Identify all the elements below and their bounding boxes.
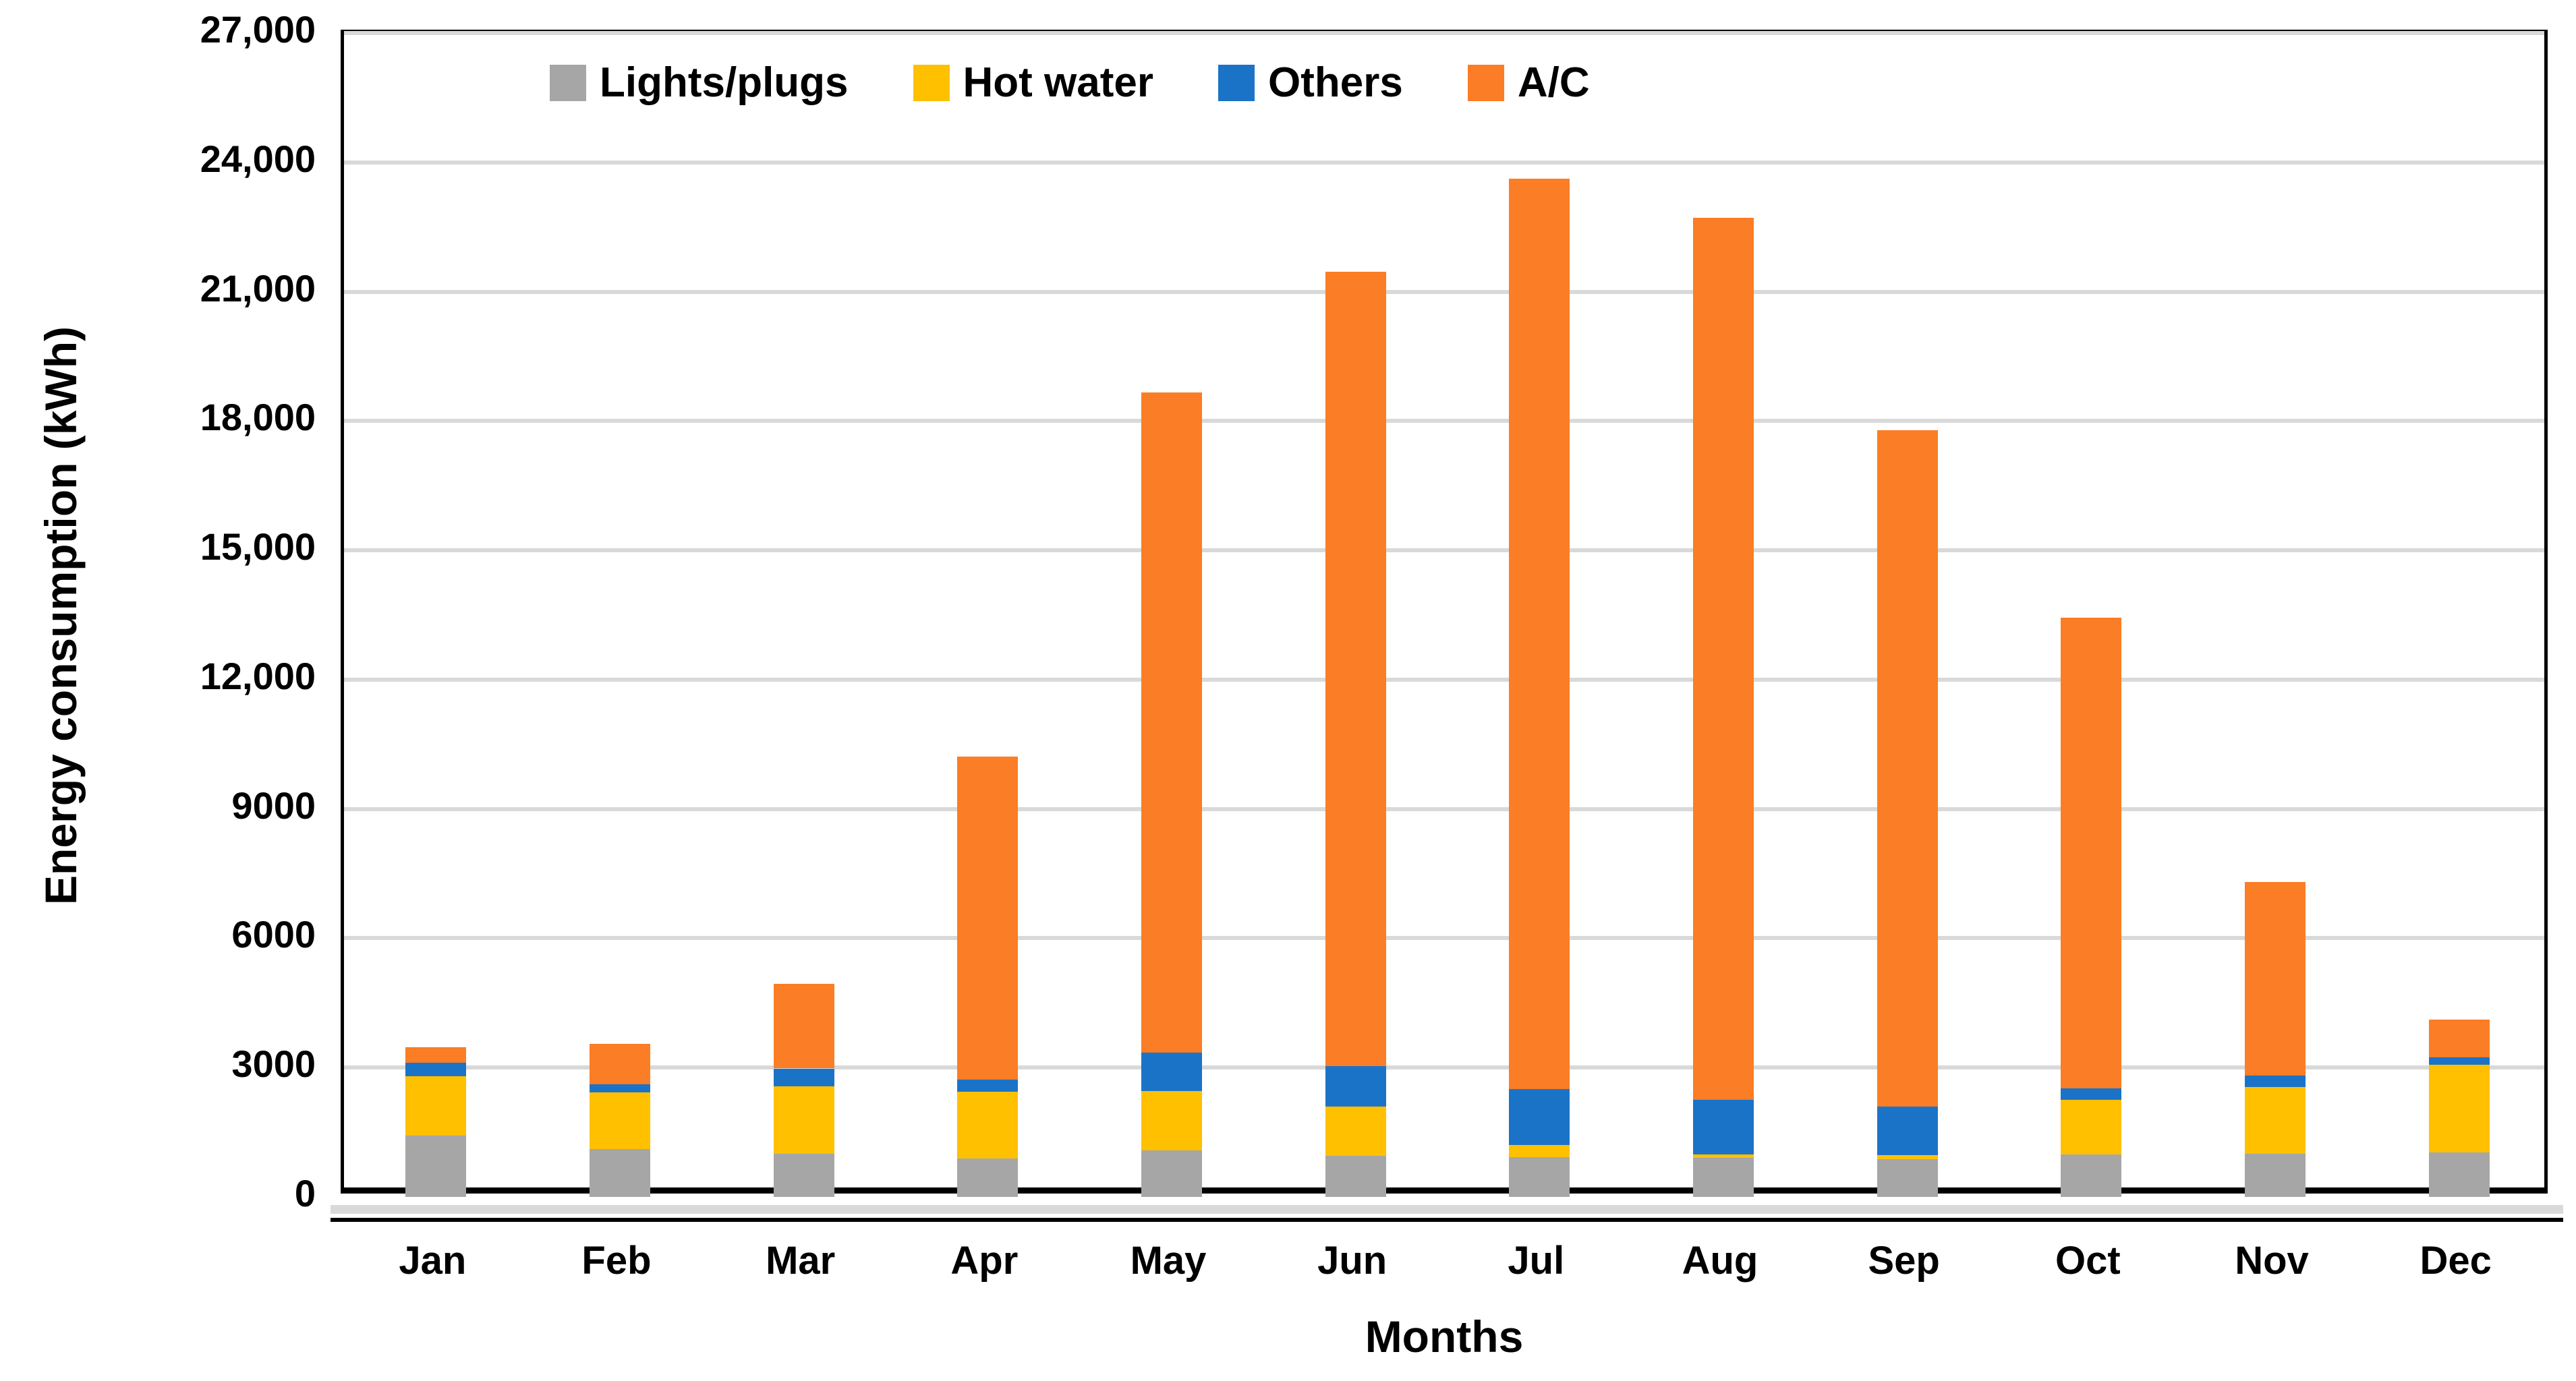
bar-aug-a-c (1693, 217, 1754, 1100)
bar-jan-a-c (405, 1047, 467, 1063)
legend-item-lights-plugs: Lights/plugs (550, 62, 849, 104)
legend-swatch-icon (913, 65, 950, 101)
bar-oct-lights-plugs (2061, 1154, 2122, 1197)
legend-item-others: Others (1218, 62, 1403, 104)
x-tick-label-apr: Apr (950, 1239, 1019, 1283)
bar-jun-hot-water (1325, 1107, 1386, 1156)
bar-may-others (1141, 1053, 1202, 1091)
x-tick-label-jun: Jun (1317, 1239, 1387, 1283)
y-tick-label-6000: 6000 (231, 913, 316, 956)
bar-apr-others (957, 1080, 1019, 1092)
bar-jul-lights-plugs (1509, 1157, 1570, 1197)
bar-jun-others (1325, 1065, 1386, 1107)
y-tick-label-9000: 9000 (231, 784, 316, 827)
bar-apr-hot-water (957, 1092, 1019, 1159)
bar-jul-a-c (1509, 179, 1570, 1090)
legend-item-a-c: A/C (1467, 59, 1590, 106)
y-tick-label-0: 0 (294, 1172, 316, 1214)
bar-sep-others (1877, 1106, 1938, 1155)
bar-dec-hot-water (2428, 1065, 2490, 1153)
x-tick-label-aug: Aug (1682, 1239, 1758, 1283)
x-tick-label-jul: Jul (1508, 1239, 1565, 1283)
bar-apr-a-c (957, 756, 1019, 1080)
bar-oct-hot-water (2061, 1099, 2122, 1154)
bar-apr-lights-plugs (957, 1158, 1019, 1197)
y-tick-label-21000: 21,000 (200, 266, 316, 310)
bar-mar-lights-plugs (773, 1154, 834, 1197)
y-tick-label-24000: 24,000 (200, 137, 316, 180)
y-tick-label-15000: 15,000 (200, 525, 316, 568)
gridline-21000 (344, 289, 2544, 294)
gridline-24000 (344, 160, 2544, 165)
y-tick-label-18000: 18,000 (200, 396, 316, 439)
bar-aug-others (1693, 1099, 1754, 1154)
bar-feb-hot-water (590, 1092, 650, 1150)
x-tick-label-feb: Feb (581, 1239, 652, 1283)
bar-jan-lights-plugs (405, 1135, 467, 1197)
x-tick-label-mar: Mar (766, 1239, 836, 1283)
bar-jun-lights-plugs (1325, 1156, 1386, 1197)
bar-mar-a-c (773, 983, 834, 1069)
x-axis-title: Months (1365, 1312, 1524, 1361)
gridline-12000 (344, 677, 2544, 682)
bar-nov-hot-water (2245, 1086, 2306, 1154)
gridline-27000 (344, 31, 2544, 35)
legend-label: A/C (1517, 59, 1590, 106)
legend-swatch-icon (1467, 65, 1504, 101)
bar-jan-others (405, 1062, 467, 1076)
bar-sep-hot-water (1877, 1154, 1938, 1159)
bar-jul-hot-water (1509, 1144, 1570, 1158)
legend-label: Others (1268, 59, 1403, 106)
bar-dec-a-c (2428, 1019, 2490, 1057)
gridline-6000 (344, 936, 2544, 941)
x-tick-label-nov: Nov (2235, 1239, 2309, 1283)
bar-may-a-c (1141, 392, 1202, 1053)
bar-dec-others (2428, 1057, 2490, 1065)
bar-feb-lights-plugs (590, 1149, 650, 1197)
y-tick-label-12000: 12,000 (200, 654, 316, 697)
plot-area (341, 30, 2548, 1197)
bar-aug-lights-plugs (1693, 1158, 1754, 1197)
bar-mar-others (773, 1068, 834, 1086)
y-tick-label-27000: 27,000 (200, 8, 316, 51)
bar-feb-a-c (590, 1044, 650, 1085)
legend-label: Hot water (963, 59, 1154, 106)
x-tick-label-may: May (1130, 1239, 1207, 1283)
y-tick-label-3000: 3000 (231, 1042, 316, 1086)
bar-oct-a-c (2061, 617, 2122, 1088)
x-axis-underline-black (331, 1218, 2563, 1222)
chart-legend: Lights/plugs Hot water Others A/C (550, 62, 1590, 104)
bar-nov-others (2245, 1075, 2306, 1087)
x-tick-label-sep: Sep (1868, 1239, 1940, 1283)
bar-sep-a-c (1877, 430, 1938, 1107)
bar-nov-lights-plugs (2245, 1154, 2306, 1197)
bar-dec-lights-plugs (2428, 1152, 2490, 1197)
bar-aug-hot-water (1693, 1154, 1754, 1158)
gridline-15000 (344, 548, 2544, 553)
bar-oct-others (2061, 1088, 2122, 1100)
legend-label: Lights/plugs (600, 59, 849, 106)
x-tick-label-dec: Dec (2420, 1239, 2492, 1283)
x-tick-label-jan: Jan (399, 1239, 467, 1283)
y-axis-title: Energy consumption (kWh) (36, 326, 86, 905)
bar-may-lights-plugs (1141, 1150, 1202, 1197)
bar-feb-others (590, 1084, 650, 1092)
bar-mar-hot-water (773, 1086, 834, 1154)
legend-item-hot-water: Hot water (913, 62, 1153, 104)
bar-jan-hot-water (405, 1076, 467, 1136)
x-axis-underline-gray (331, 1205, 2563, 1214)
legend-swatch-icon (1218, 65, 1255, 101)
bar-sep-lights-plugs (1877, 1158, 1938, 1197)
bar-may-hot-water (1141, 1090, 1202, 1150)
gridline-18000 (344, 419, 2544, 423)
x-tick-label-oct: Oct (2055, 1239, 2121, 1283)
bar-jun-a-c (1325, 271, 1386, 1066)
gridline-3000 (344, 1065, 2544, 1070)
bar-nov-a-c (2245, 881, 2306, 1076)
bar-jul-others (1509, 1089, 1570, 1145)
gridline-9000 (344, 806, 2544, 811)
legend-swatch-icon (550, 65, 586, 101)
